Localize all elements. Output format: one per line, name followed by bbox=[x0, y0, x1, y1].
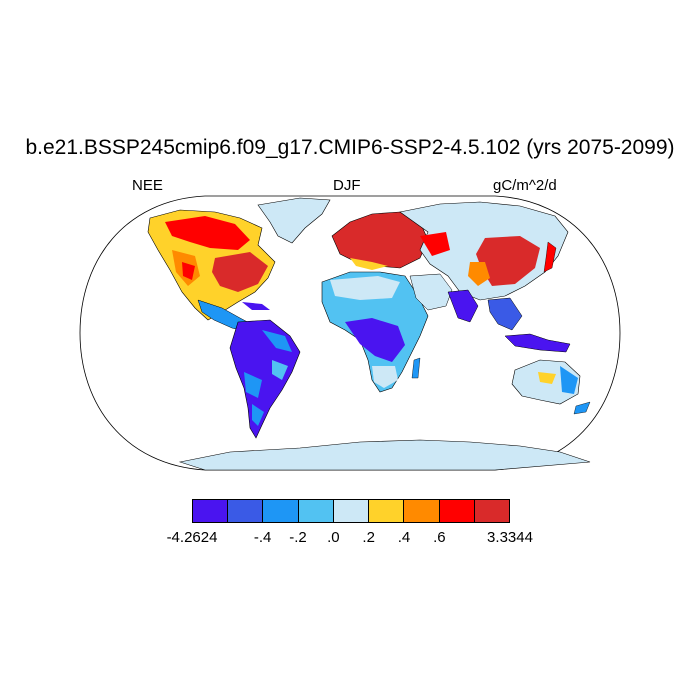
indonesia bbox=[504, 333, 571, 353]
colorbar-label: .4 bbox=[397, 529, 411, 546]
colorbar-cell-0 bbox=[193, 500, 229, 522]
variable-label: NEE bbox=[132, 177, 163, 194]
na-red-east bbox=[212, 252, 268, 292]
australia-yellow bbox=[538, 372, 556, 384]
colorbar-cell-2 bbox=[263, 500, 299, 522]
colorbar-cell-3 bbox=[298, 500, 334, 522]
arabia bbox=[409, 273, 453, 311]
japan bbox=[543, 241, 557, 273]
colorbar-cell-8 bbox=[474, 500, 509, 522]
units-label: gC/m^2/d bbox=[493, 177, 557, 194]
greenland bbox=[257, 197, 331, 244]
plot-title: b.e21.BSSP245cmip6.f09_g17.CMIP6-SSP2-4.… bbox=[25, 136, 675, 159]
colorbar bbox=[192, 499, 510, 523]
southeast-asia bbox=[487, 297, 523, 331]
africa-south-light bbox=[372, 366, 398, 388]
colorbar-cell-4 bbox=[333, 500, 370, 522]
colorbar-label: -.4 bbox=[253, 529, 272, 546]
colorbar-label: -4.2624 bbox=[166, 529, 218, 546]
colorbar-cell-6 bbox=[404, 500, 440, 522]
colorbar-label: .6 bbox=[433, 529, 446, 546]
colorbar-label: 3.3344 bbox=[487, 529, 533, 546]
na-red-west bbox=[182, 262, 195, 280]
na-red-north bbox=[165, 216, 250, 250]
madagascar bbox=[411, 357, 421, 379]
asia-orange bbox=[468, 262, 490, 286]
asia-red-east bbox=[476, 236, 540, 286]
europe-orange bbox=[350, 258, 388, 270]
africa-central-blue bbox=[345, 318, 405, 362]
antarctica bbox=[178, 439, 591, 471]
season-label: DJF bbox=[333, 177, 361, 194]
caribbean bbox=[242, 302, 270, 310]
new-zealand bbox=[573, 401, 591, 415]
africa-north-light bbox=[330, 276, 400, 300]
sa-blue-patches bbox=[244, 330, 292, 426]
colorbar-cell-1 bbox=[228, 500, 264, 522]
colorbar-cell-5 bbox=[369, 500, 405, 522]
colorbar-cell-7 bbox=[439, 500, 475, 522]
colorbar-label: .0 bbox=[327, 529, 340, 546]
colorbar-label: .2 bbox=[362, 529, 375, 546]
australia-east-blue bbox=[560, 366, 578, 394]
asia-red-west bbox=[420, 232, 450, 256]
colorbar-label: -.2 bbox=[289, 529, 307, 546]
sa-light bbox=[272, 360, 288, 380]
south-asia bbox=[447, 289, 479, 323]
